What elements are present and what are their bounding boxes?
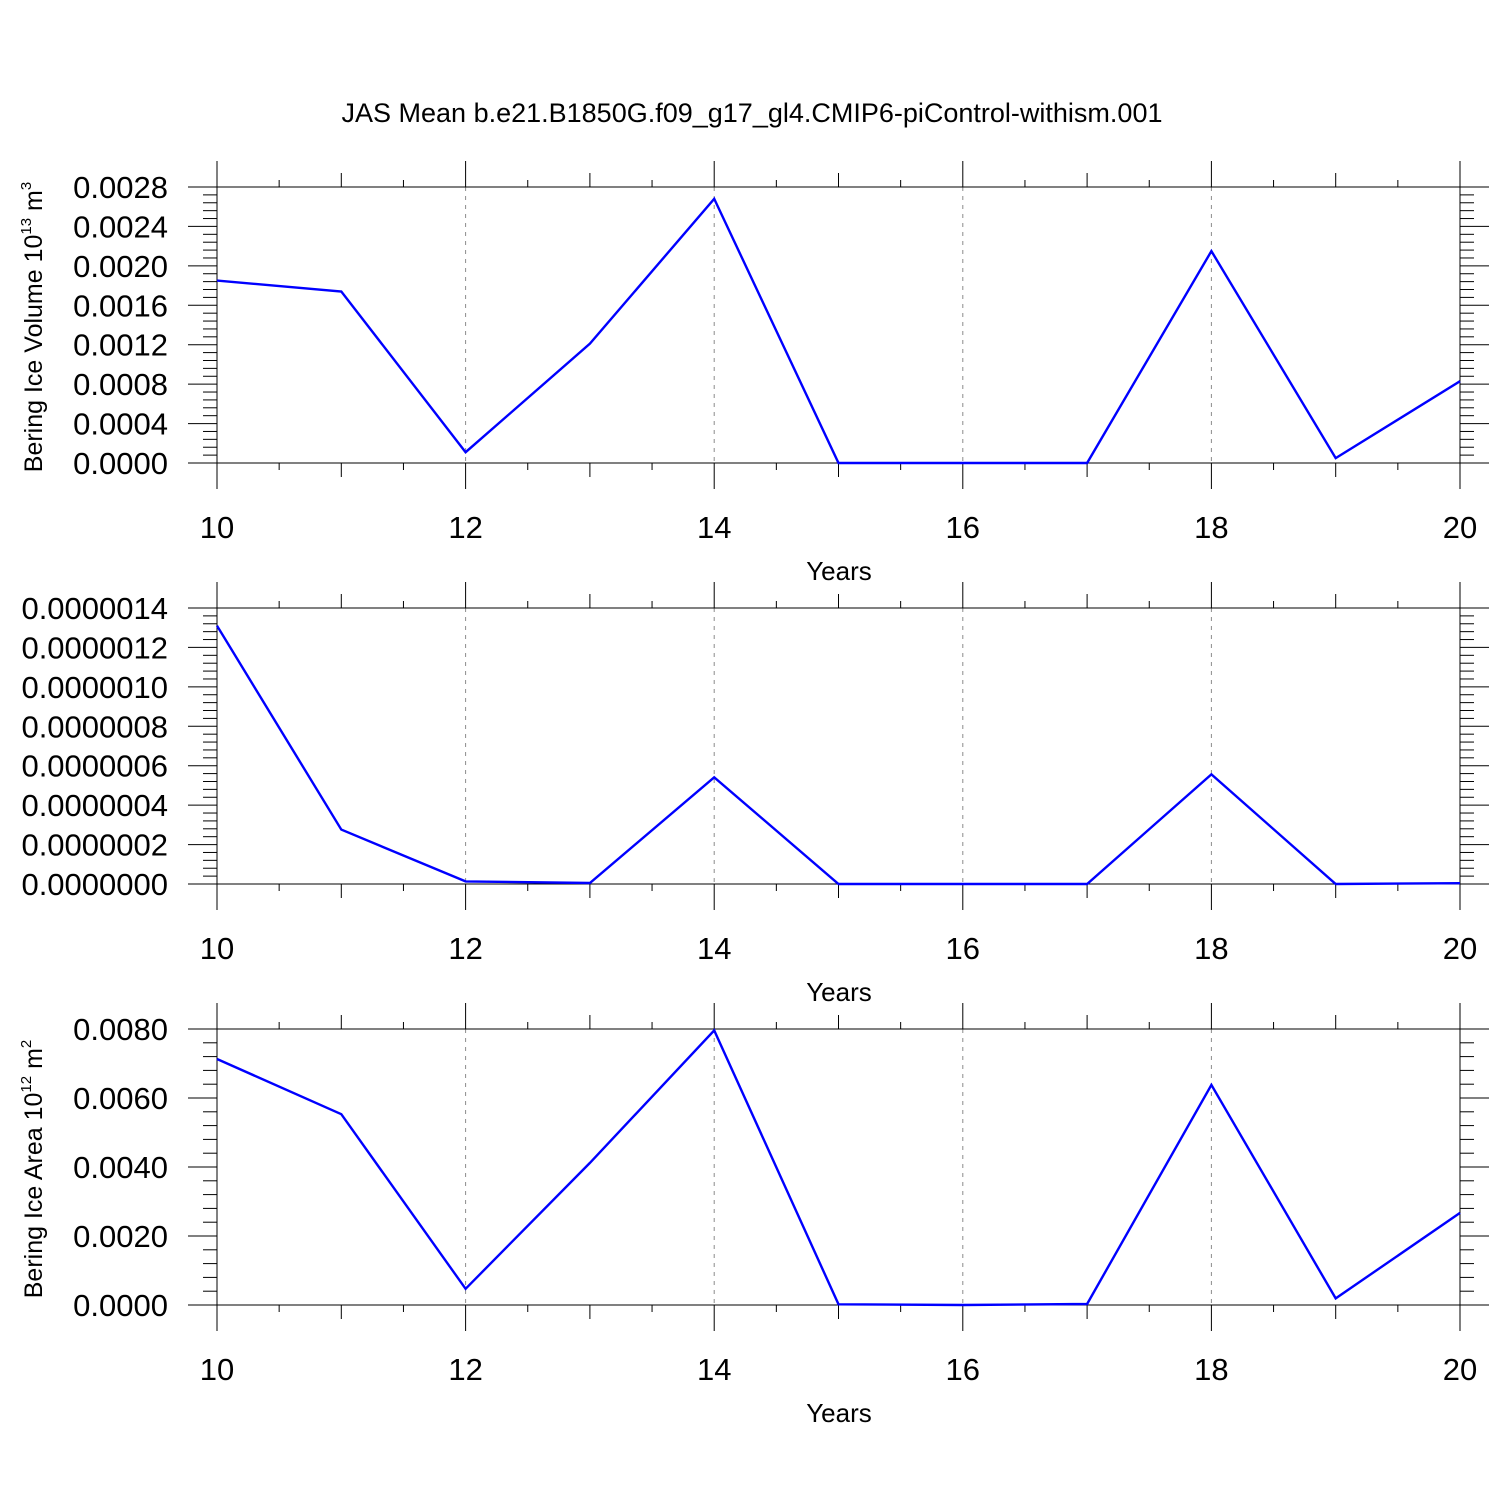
y-tick-label: 0.0040 [73, 1150, 168, 1185]
series-line [216, 1028, 1461, 1307]
x-tick-label: 14 [697, 931, 731, 966]
chart-title: JAS Mean b.e21.B1850G.f09_g17_gl4.CMIP6-… [342, 98, 1163, 128]
y-tick-label: 0.0000010 [21, 670, 168, 705]
y-tick-label: 0.0000 [73, 446, 168, 481]
y-tick-label: 0.0000000 [21, 867, 168, 902]
x-tick-label: 12 [448, 1352, 482, 1387]
y-axis-label: Bering Ice Area 1012 m2 [18, 1040, 48, 1299]
x-tick-label: 18 [1194, 510, 1228, 545]
y-tick-label: 0.0008 [73, 367, 168, 402]
series-line [216, 196, 1461, 465]
y-tick-label: 0.0020 [73, 249, 168, 284]
y-tick-label: 0.0028 [73, 170, 168, 205]
y-tick-label: 0.0000012 [21, 630, 168, 665]
x-tick-label: 10 [200, 931, 234, 966]
x-tick-label: 16 [946, 931, 980, 966]
x-tick-label: 18 [1194, 1352, 1228, 1387]
y-tick-label: 0.0000002 [21, 828, 168, 863]
y-tick-label: 0.0012 [73, 328, 168, 363]
x-axis-label: Years [806, 977, 872, 1007]
y-tick-label: 0.0024 [73, 209, 168, 244]
chart-panel-1: 10 12 14 16 18 20 0.0000 0.0004 0.0008 0.0012 0.00… [18, 161, 1489, 586]
y-tick-label: 0.0000006 [21, 749, 168, 784]
y-tick-label: 0.0000 [73, 1288, 168, 1323]
x-tick-label: 16 [946, 510, 980, 545]
x-axis-label: Years [806, 556, 872, 586]
y-tick-label: 0.0000008 [21, 709, 168, 744]
x-tick-label: 10 [200, 1352, 234, 1387]
y-tick-label: 0.0000014 [21, 591, 168, 626]
panels: 10 12 14 16 18 20 0.0000 0.0004 0.0008 0.0012 0.00… [18, 161, 1489, 1428]
series-line [215, 625, 1461, 886]
x-tick-label: 10 [200, 510, 234, 545]
y-tick-label: 0.0020 [73, 1219, 168, 1254]
chart-panel-2: 10 12 14 16 18 20 0.0000000 0.0000002 0.0000004 0… [21, 582, 1489, 1007]
y-tick-label: 0.0080 [73, 1012, 168, 1047]
x-tick-label: 14 [697, 1352, 731, 1387]
y-tick-label: 0.0000004 [21, 788, 168, 823]
y-tick-label: 0.0060 [73, 1081, 168, 1116]
chart-panel-3: 10 12 14 16 18 20 0.0000 0.0020 0.0040 0.0060 0.00… [18, 1003, 1489, 1428]
x-tick-label: 12 [448, 931, 482, 966]
y-axis-label: Bering Ice Volume 1013 m3 [18, 182, 48, 472]
y-tick-label: 0.0004 [73, 407, 168, 442]
x-tick-label: 12 [448, 510, 482, 545]
x-tick-label: 18 [1194, 931, 1228, 966]
x-tick-label: 20 [1443, 931, 1477, 966]
x-tick-label: 14 [697, 510, 731, 545]
x-tick-label: 20 [1443, 1352, 1477, 1387]
x-tick-label: 20 [1443, 510, 1477, 545]
x-axis-label: Years [806, 1398, 872, 1428]
x-tick-label: 16 [946, 1352, 980, 1387]
y-tick-label: 0.0016 [73, 288, 168, 323]
